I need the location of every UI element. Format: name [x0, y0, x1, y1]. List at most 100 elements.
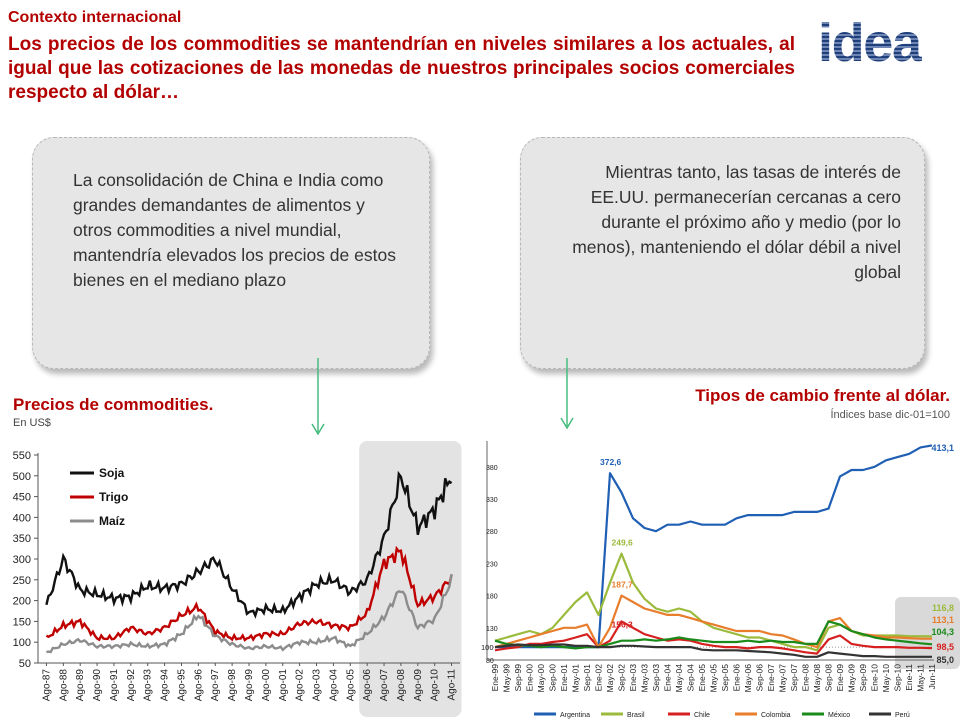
x-tick-label: Ago-88: [58, 669, 69, 702]
fx-chart-subtitle: Índices base dic-01=100: [830, 409, 950, 421]
y-tick-label: 130: [486, 626, 498, 633]
x-tick-label: Sep-10: [893, 664, 903, 692]
end-value-label: 85,0: [936, 655, 954, 665]
idea-logo: idea: [818, 13, 923, 73]
legend-label: Maíz: [99, 514, 125, 528]
x-tick-label: Sep-00: [548, 664, 558, 692]
logo-text: idea: [818, 16, 922, 66]
x-tick-label: May-09: [847, 664, 857, 693]
fx-chart-title: Tipos de cambio frente al dólar.: [695, 386, 950, 405]
y-tick-label: 250: [13, 575, 31, 587]
x-tick-label: Ago-08: [396, 669, 407, 702]
x-tick-label: Ene-10: [870, 664, 880, 692]
end-value-label: 113,1: [932, 615, 954, 625]
y-tick-label: 350: [13, 533, 31, 545]
x-tick-label: Sep-06: [755, 664, 765, 692]
peak-label: 187,7: [612, 580, 634, 590]
x-tick-label: Ene-09: [835, 664, 845, 692]
x-tick-label: Ago-01: [278, 669, 289, 702]
x-tick-label: Ene-00: [525, 664, 535, 692]
series-line-2: [46, 573, 453, 654]
x-tick-label: May-08: [812, 664, 822, 693]
commodities-chart-subtitle: En US$: [13, 417, 51, 429]
legend-label: Soja: [99, 466, 125, 480]
x-tick-label: Ago-10: [430, 669, 441, 702]
x-tick-label: Ago-95: [176, 669, 187, 702]
y-tick-label: 230: [486, 561, 498, 568]
y-tick-label: 380: [486, 465, 498, 472]
headline: Los precios de los commodities se manten…: [8, 34, 795, 103]
series-line-0: [45, 470, 453, 619]
x-tick-label: Jun-11: [927, 664, 937, 690]
legend-label: Colombia: [761, 712, 791, 719]
x-tick-label: Ago-99: [244, 669, 255, 702]
x-tick-label: Ago-97: [210, 669, 221, 702]
x-tick-label: Ago-09: [413, 669, 424, 702]
x-tick-label: Ene-04: [663, 664, 673, 692]
x-tick-label: Ene-07: [766, 664, 776, 692]
x-tick-label: Sep-01: [582, 664, 592, 692]
down-arrow-icon: [311, 358, 325, 436]
series-line-4: [494, 620, 933, 650]
x-tick-label: Sep-02: [617, 664, 627, 692]
commodities-chart-title: Precios de commodities.: [13, 395, 214, 414]
y-tick-label: 180: [486, 594, 498, 601]
x-tick-label: Ago-02: [295, 669, 306, 702]
base-100-label: 100: [481, 643, 494, 652]
x-tick-label: Ago-04: [328, 669, 339, 702]
peak-label: 372,6: [600, 457, 622, 467]
x-tick-label: Ago-00: [261, 669, 272, 702]
x-tick-label: May-11: [916, 664, 926, 692]
x-tick-label: May-07: [778, 664, 788, 693]
x-tick-label: Ago-96: [193, 669, 204, 702]
x-tick-label: Ago-98: [227, 669, 238, 702]
x-tick-label: Ago-05: [345, 669, 356, 702]
x-tick-label: Sep-05: [720, 664, 730, 692]
x-tick-label: Sep-99: [513, 664, 523, 692]
legend-label: Perú: [895, 712, 910, 719]
end-value-label: 98,5: [936, 642, 954, 652]
x-tick-label: Sep-09: [858, 664, 868, 692]
china-india-note: La consolidación de China e India como g…: [32, 137, 430, 369]
legend-label: Argentina: [560, 712, 590, 719]
x-tick-label: Ago-93: [143, 669, 154, 702]
x-tick-label: Ene-01: [559, 664, 569, 692]
end-value-label: 413,1: [931, 443, 954, 453]
series-line-5: [494, 643, 932, 658]
x-tick-label: Ago-87: [41, 669, 52, 702]
y-tick-label: 330: [486, 497, 498, 504]
y-tick-label: 450: [13, 492, 31, 504]
x-tick-label: Ago-06: [362, 669, 373, 702]
us-rates-note: Mientras tanto, las tasas de interés de …: [520, 137, 925, 369]
series-line-2: [494, 620, 933, 655]
y-tick-label: 80: [486, 658, 494, 665]
x-tick-label: Ago-90: [92, 669, 103, 702]
x-tick-label: Ago-94: [160, 669, 171, 702]
x-tick-label: Sep-07: [789, 664, 799, 692]
x-tick-label: Ene-99: [490, 664, 500, 692]
peak-label: 249,6: [612, 538, 634, 548]
x-tick-label: May-01: [571, 664, 581, 693]
x-tick-label: May-05: [709, 664, 719, 693]
y-tick-label: 400: [13, 512, 31, 524]
peak-label: 156,3: [612, 619, 634, 629]
end-value-label: 116,8: [932, 603, 954, 613]
legend-label: Trigo: [99, 490, 128, 504]
x-tick-label: Ago-89: [75, 669, 86, 702]
logo-graphic: idea: [818, 13, 923, 73]
x-tick-label: May-02: [605, 664, 615, 693]
series-line-0: [495, 444, 933, 649]
x-tick-label: Ago-03: [312, 669, 323, 702]
x-tick-label: Ago-11: [447, 669, 458, 701]
end-values-band: [895, 597, 960, 669]
legend-label: México: [828, 712, 850, 719]
y-tick-label: 50: [19, 658, 31, 670]
x-tick-label: May-03: [640, 664, 650, 693]
x-tick-label: May-06: [743, 664, 753, 693]
section-label: Contexto internacional: [8, 9, 182, 26]
x-tick-label: May-10: [881, 664, 891, 693]
x-tick-label: May-99: [502, 664, 512, 693]
x-tick-label: Ene-06: [732, 664, 742, 692]
x-tick-label: Sep-08: [824, 664, 834, 692]
